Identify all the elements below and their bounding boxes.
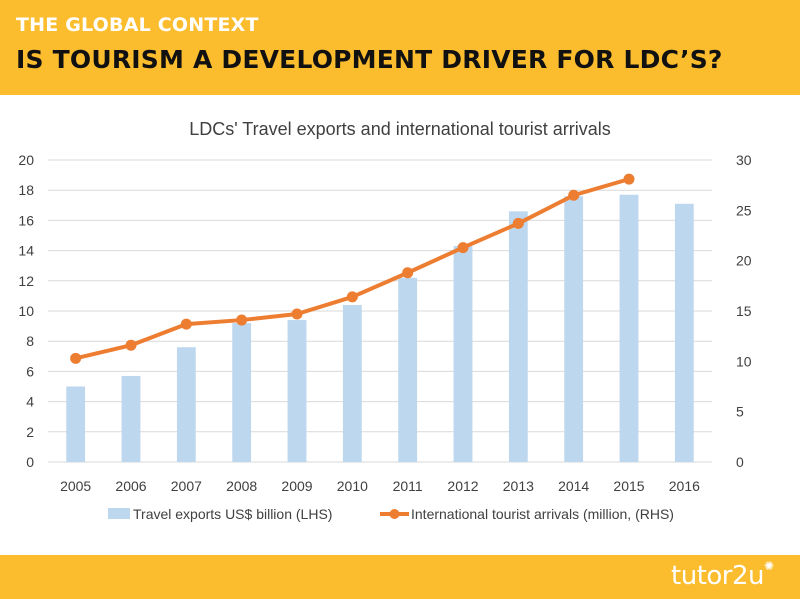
- x-axis-tick-label: 2009: [281, 478, 312, 494]
- line-point: [236, 314, 248, 326]
- line-series: [70, 173, 635, 364]
- right-axis-tick-label: 10: [736, 353, 752, 369]
- x-axis-tick-label: 2010: [337, 478, 368, 494]
- slide-title: IS TOURISM A DEVELOPMENT DRIVER FOR LDC’…: [16, 45, 723, 74]
- bar: [176, 347, 196, 462]
- line-point: [568, 189, 580, 201]
- left-axis-ticks: 0 2 4 6 8 10 12 14 16 18 20: [18, 152, 34, 470]
- line-point: [346, 291, 358, 303]
- line-point: [70, 352, 82, 364]
- right-axis-tick-label: 5: [736, 404, 744, 420]
- bar: [619, 194, 639, 462]
- bar: [564, 196, 584, 462]
- legend-bar-label: Travel exports US$ billion (LHS): [133, 506, 332, 522]
- x-axis-tick-label: 2007: [171, 478, 202, 494]
- legend: Travel exports US$ billion (LHS) Interna…: [108, 506, 674, 522]
- bar-series: [66, 194, 694, 462]
- line-point: [623, 173, 635, 185]
- x-axis-tick-label: 2016: [669, 478, 700, 494]
- right-axis-tick-label: 30: [736, 152, 752, 168]
- right-axis-tick-label: 0: [736, 454, 744, 470]
- bar: [287, 320, 307, 462]
- bar: [121, 375, 141, 462]
- x-axis-tick-label: 2013: [503, 478, 534, 494]
- x-axis-tick-label: 2008: [226, 478, 257, 494]
- brand-logo: tutor2u: [671, 561, 764, 591]
- legend-line-label: International tourist arrivals (million,…: [411, 506, 674, 522]
- right-axis-tick-label: 15: [736, 303, 752, 319]
- line-point: [457, 242, 469, 254]
- x-axis-tick-label: 2015: [613, 478, 644, 494]
- x-axis-ticks: 2005 2006 2007 2008 2009 2010 2011 2012 2013 2014…: [60, 478, 700, 494]
- line-point: [180, 318, 192, 330]
- x-axis-tick-label: 2011: [393, 478, 423, 494]
- bar: [232, 323, 252, 462]
- section-kicker: THE GLOBAL CONTEXT: [16, 14, 259, 36]
- left-axis-tick-label: 14: [18, 243, 34, 259]
- header-banner: THE GLOBAL CONTEXT IS TOURISM A DEVELOPM…: [0, 0, 800, 95]
- left-axis-tick-label: 2: [26, 424, 34, 440]
- bar: [398, 277, 418, 462]
- left-axis-tick-label: 20: [18, 152, 34, 168]
- right-axis-tick-label: 20: [736, 253, 752, 269]
- right-axis-ticks: 0 5 10 15 20 25 30: [736, 152, 752, 470]
- left-axis-tick-label: 6: [26, 363, 34, 379]
- bar: [342, 304, 362, 462]
- line-point: [291, 308, 303, 320]
- chart-title: LDCs' Travel exports and international t…: [189, 119, 611, 139]
- x-axis-tick-label: 2012: [447, 478, 478, 494]
- left-axis-tick-label: 12: [18, 273, 34, 289]
- left-axis-tick-label: 10: [18, 303, 34, 319]
- left-axis-tick-label: 18: [18, 182, 34, 198]
- x-axis-tick-label: 2005: [60, 478, 91, 494]
- legend-line-marker: [389, 509, 400, 519]
- line-point: [402, 267, 414, 279]
- line-point: [512, 217, 524, 229]
- footer-banner: tutor2u ✺: [0, 555, 800, 599]
- bar: [508, 211, 528, 462]
- bar: [453, 246, 473, 462]
- x-axis-tick-label: 2006: [115, 478, 146, 494]
- bar: [674, 203, 694, 462]
- sun-logo-icon: ✺: [763, 559, 774, 573]
- combo-chart: LDCs' Travel exports and international t…: [18, 119, 752, 522]
- left-axis-tick-label: 4: [26, 394, 34, 410]
- gridlines: [48, 159, 712, 463]
- legend-bar-swatch: [108, 508, 130, 519]
- bar: [66, 386, 86, 462]
- right-axis-tick-label: 25: [736, 202, 752, 218]
- x-axis-tick-label: 2014: [558, 478, 589, 494]
- left-axis-tick-label: 0: [26, 454, 34, 470]
- left-axis-tick-label: 16: [18, 212, 34, 228]
- left-axis-tick-label: 8: [26, 333, 34, 349]
- line-point: [125, 339, 137, 351]
